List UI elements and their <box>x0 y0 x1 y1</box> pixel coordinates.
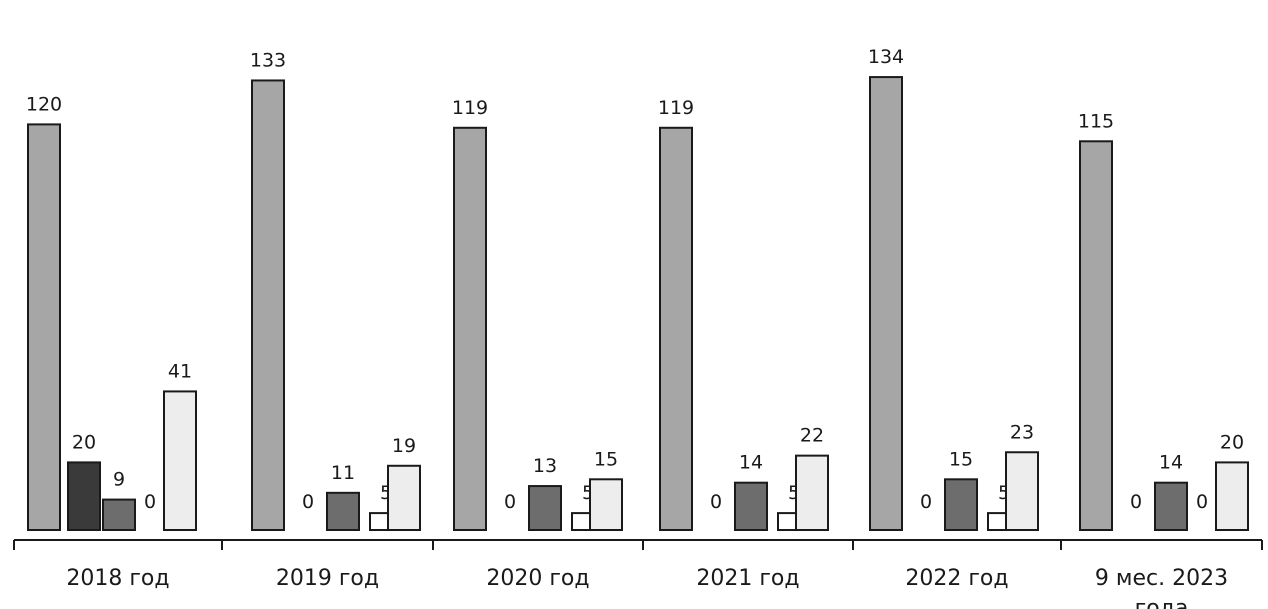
bar-3-series-2 <box>734 481 768 531</box>
bar-2-series-1 <box>494 529 526 530</box>
data-label-5-series-2: 14 <box>1159 452 1183 474</box>
data-label-3-series-0: 119 <box>658 97 694 119</box>
bar-5-series-4 <box>1215 461 1249 531</box>
bar-4-series-2 <box>944 478 978 531</box>
data-label-2-series-0: 119 <box>452 97 488 119</box>
data-label-3-series-1: 0 <box>710 491 722 513</box>
x-tick-label-4: 2022 год <box>905 566 1008 591</box>
bar-2-series-4 <box>589 478 623 531</box>
bar-1-series-4 <box>387 464 421 531</box>
bar-0-series-1 <box>67 461 101 531</box>
bar-1-series-0 <box>251 79 285 532</box>
bar-5-series-0 <box>1079 140 1113 532</box>
x-tick-label-5-line-1: года <box>1135 596 1189 609</box>
bar-2-series-0 <box>453 126 487 531</box>
data-label-0-series-4: 41 <box>168 360 192 382</box>
bar-0-series-2 <box>102 498 136 531</box>
bar-3-series-4 <box>795 454 829 532</box>
data-label-5-series-1: 0 <box>1130 491 1142 513</box>
bar-0-series-0 <box>27 123 61 532</box>
bar-2-series-2 <box>528 485 562 531</box>
data-label-1-series-0: 133 <box>250 49 286 71</box>
data-label-0-series-0: 120 <box>26 93 62 115</box>
data-label-2-series-4: 15 <box>594 448 618 470</box>
x-tick-label-2: 2020 год <box>486 566 589 591</box>
data-label-3-series-2: 14 <box>739 452 763 474</box>
bar-1-series-1 <box>292 529 324 530</box>
data-label-1-series-4: 19 <box>392 435 416 457</box>
data-label-2-series-2: 13 <box>533 455 557 477</box>
bar-1-series-2 <box>326 491 360 532</box>
bar-3-series-1 <box>700 529 732 530</box>
x-tick-label-1: 2019 год <box>276 566 379 591</box>
data-label-2-series-1: 0 <box>504 491 516 513</box>
bar-0-series-4 <box>163 390 197 532</box>
bar-5-series-2 <box>1154 481 1188 531</box>
data-label-1-series-2: 11 <box>331 462 355 484</box>
data-label-5-series-4: 20 <box>1220 431 1244 453</box>
data-label-4-series-4: 23 <box>1010 421 1034 443</box>
bar-4-series-1 <box>910 529 942 530</box>
data-label-4-series-2: 15 <box>949 448 973 470</box>
bar-5-series-1 <box>1120 529 1152 530</box>
data-label-0-series-3: 0 <box>144 491 156 513</box>
data-label-0-series-1: 20 <box>72 431 96 453</box>
data-label-0-series-2: 9 <box>113 469 125 491</box>
data-label-5-series-3: 0 <box>1196 491 1208 513</box>
bar-3-series-0 <box>659 126 693 531</box>
data-label-3-series-4: 22 <box>800 425 824 447</box>
data-label-4-series-1: 0 <box>920 491 932 513</box>
data-label-1-series-1: 0 <box>302 491 314 513</box>
bar-4-series-4 <box>1005 451 1039 532</box>
x-tick-label-0: 2018 год <box>66 566 169 591</box>
x-tick-label-3: 2021 год <box>696 566 799 591</box>
bar-4-series-0 <box>869 76 903 532</box>
data-label-4-series-0: 134 <box>868 46 904 68</box>
x-tick-label-5-line-0: 9 мес. 2023 <box>1095 566 1228 591</box>
data-label-5-series-0: 115 <box>1078 110 1114 132</box>
